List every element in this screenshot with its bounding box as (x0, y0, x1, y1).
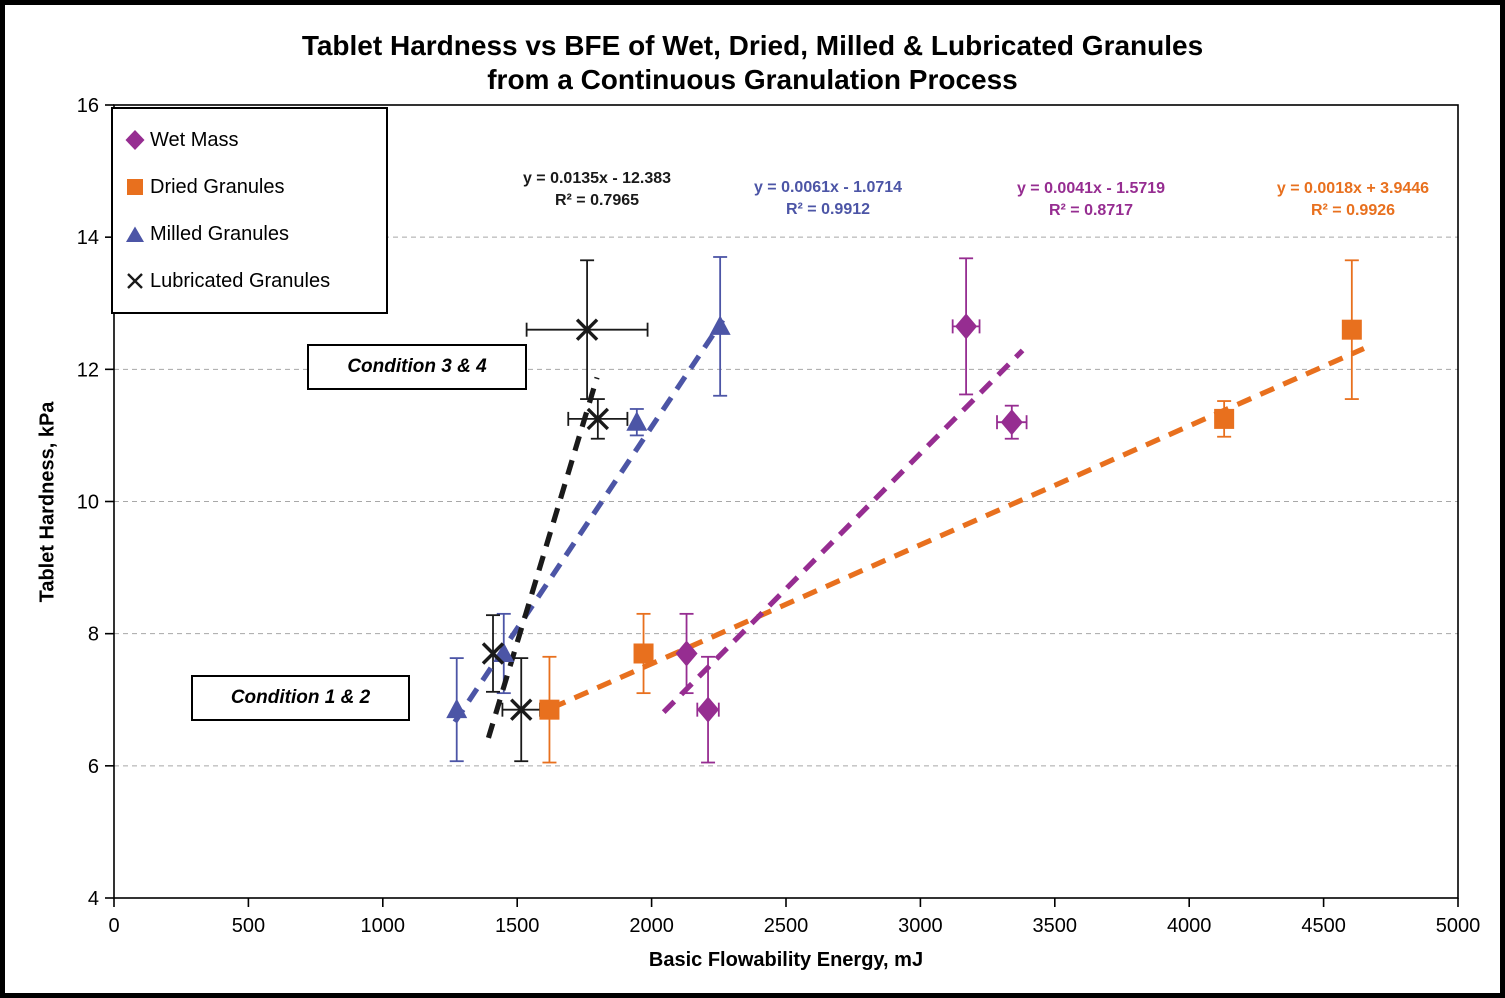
x-axis-title: Basic Flowability Energy, mJ (648, 949, 924, 971)
trendline-lubricated-granules (485, 376, 600, 739)
equation-lubricated: y = 0.0135x - 12.383 R² = 0.7965 (467, 168, 727, 212)
r-squared: R² = 0.8717 (1048, 202, 1134, 219)
equation-milled: y = 0.0061x - 1.0714 R² = 0.9912 (698, 177, 958, 221)
x-tick-label: 1500 (495, 915, 540, 937)
x-tick-label: 2500 (764, 915, 809, 937)
marker-xmark (510, 698, 533, 721)
chart-title: Tablet Hardness vs BFE of Wet, Dried, Mi… (5, 29, 1500, 97)
equation-line: y = 0.0135x - 12.383 (522, 170, 672, 187)
r-squared: R² = 0.7965 (554, 192, 640, 209)
annotation-text: Condition 3 & 4 (347, 356, 487, 377)
legend-item-milled-granules: Milled Granules (125, 224, 380, 244)
trendline-dried-granules (550, 346, 1365, 711)
annotation-condition-3-4: Condition 3 & 4 (307, 344, 527, 390)
marker-xmark (586, 407, 610, 431)
lubricated-granules-x-icon (125, 271, 145, 291)
legend-label: Wet Mass (150, 129, 239, 152)
marker-triangle (626, 411, 648, 431)
marker-diamond (1000, 409, 1023, 436)
y-tick-label: 12 (77, 359, 99, 381)
equation-line: y = 0.0018x + 3.9446 (1276, 180, 1430, 197)
y-tick-label: 4 (88, 888, 99, 910)
milled-granules-triangle-icon (125, 224, 145, 244)
y-tick-label: 14 (77, 227, 99, 249)
annotation-condition-1-2: Condition 1 & 2 (191, 675, 410, 721)
marker-square (539, 699, 560, 720)
legend-label: Milled Granules (150, 222, 289, 245)
r-squared: R² = 0.9912 (785, 201, 871, 218)
dried-granules-square-icon (125, 177, 145, 197)
chart-svg: 0 500 1000 1500 2000 2500 3000 3500 4000 4500 5000… (77, 95, 1481, 937)
x-tick-label: 3500 (1033, 915, 1078, 937)
x-tick-label: 0 (108, 915, 119, 937)
marker-square (1214, 408, 1235, 429)
equation-line: y = 0.0041x - 1.5719 (1016, 180, 1166, 197)
marker-triangle (709, 315, 731, 335)
marker-square (1341, 319, 1362, 340)
y-tick-label: 16 (77, 95, 99, 117)
y-tick-label: 6 (88, 756, 99, 778)
chart-title-line2: from a Continuous Granulation Process (487, 64, 1018, 95)
marker-diamond (697, 696, 720, 723)
marker-xmark (481, 642, 505, 665)
y-axis-title: Tablet Hardness, kPa (36, 401, 59, 603)
chart-title-line1: Tablet Hardness vs BFE of Wet, Dried, Mi… (301, 30, 1204, 61)
marker-diamond (675, 640, 698, 667)
legend-label: Lubricated Granules (150, 269, 331, 292)
marker-square (633, 643, 654, 664)
legend: Wet Mass Dried Granules Milled Granules … (111, 107, 388, 314)
x-tick-label: 4500 (1301, 915, 1346, 937)
x-tick-label: 500 (232, 915, 265, 937)
annotation-text: Condition 1 & 2 (230, 687, 371, 708)
legend-item-lubricated-granules: Lubricated Granules (125, 271, 380, 291)
x-tick-label: 4000 (1167, 915, 1212, 937)
marker-triangle (446, 698, 468, 719)
x-tick-label: 3000 (898, 915, 943, 937)
marker-diamond (955, 313, 978, 340)
x-tick-label: 2000 (629, 915, 674, 937)
x-tick-label: 1000 (361, 915, 406, 937)
y-tick-label: 10 (77, 492, 99, 514)
legend-item-wet-mass: Wet Mass (125, 129, 380, 152)
equation-line: y = 0.0061x - 1.0714 (753, 179, 903, 196)
r-squared: R² = 0.9926 (1310, 202, 1396, 219)
wet-mass-diamond-icon (125, 130, 145, 151)
trendline-wet-mass (661, 348, 1025, 714)
x-tick-label: 5000 (1436, 915, 1481, 937)
marker-xmark (575, 318, 599, 341)
equation-wet-mass: y = 0.0041x - 1.5719 R² = 0.8717 (961, 178, 1221, 222)
y-tick-label: 8 (88, 624, 99, 646)
legend-label: Dried Granules (150, 176, 285, 199)
equation-dried: y = 0.0018x + 3.9446 R² = 0.9926 (1223, 178, 1483, 222)
legend-item-dried-granules: Dried Granules (125, 177, 380, 197)
